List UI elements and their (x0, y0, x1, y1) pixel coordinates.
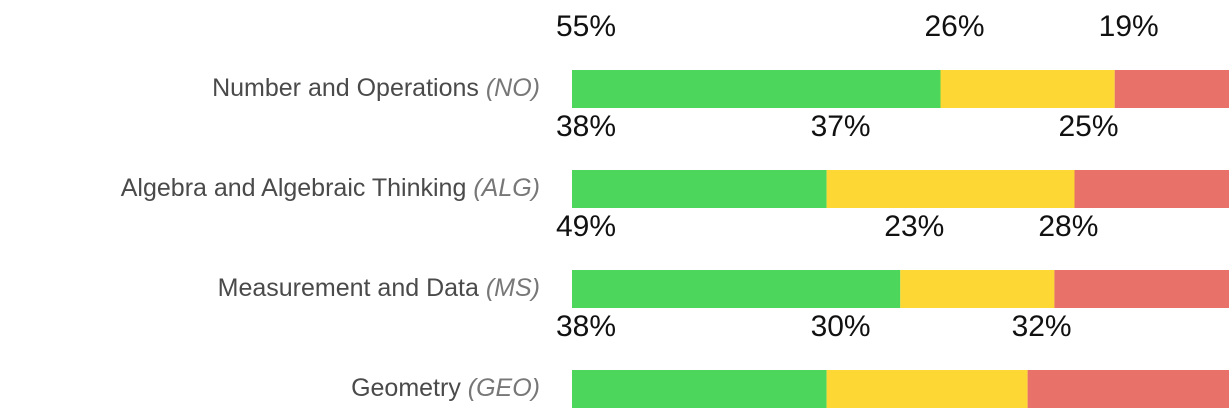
bar-segment (572, 370, 827, 408)
bar-segment (826, 170, 1075, 208)
category-code: (NO) (486, 74, 540, 102)
category-code: (GEO) (468, 374, 540, 402)
category-code: (MS) (486, 274, 540, 302)
value-label: 23% (884, 210, 944, 243)
category-label: Measurement and Data (MS) (218, 274, 540, 302)
bar-segment (940, 70, 1115, 108)
bar-segment (572, 170, 827, 208)
value-label: 19% (1099, 10, 1159, 43)
category-name: Number and Operations (212, 74, 479, 102)
value-label: 38% (556, 310, 616, 343)
category-label: Geometry (GEO) (351, 374, 540, 402)
value-label: 30% (811, 310, 871, 343)
value-label: 28% (1038, 210, 1098, 243)
category-label: Number and Operations (NO) (212, 74, 540, 102)
bar-segment (572, 70, 941, 108)
bar-segment (1114, 70, 1229, 108)
value-label: 26% (924, 10, 984, 43)
bar-segment (1074, 170, 1229, 208)
value-label: 49% (556, 210, 616, 243)
category-code: (ALG) (473, 174, 540, 202)
bar-segment (572, 270, 901, 308)
bar-segment (900, 270, 1055, 308)
value-label: 32% (1012, 310, 1072, 343)
bar-segment (826, 370, 1028, 408)
category-name: Measurement and Data (218, 274, 479, 302)
category-label: Algebra and Algebraic Thinking (ALG) (121, 174, 540, 202)
value-label: 38% (556, 110, 616, 143)
bar-segment (1027, 370, 1229, 408)
value-label: 37% (811, 110, 871, 143)
value-label: 55% (556, 10, 616, 43)
category-name: Algebra and Algebraic Thinking (121, 174, 467, 202)
category-name: Geometry (351, 374, 461, 402)
bar-segment (1054, 270, 1229, 308)
value-label: 25% (1058, 110, 1118, 143)
